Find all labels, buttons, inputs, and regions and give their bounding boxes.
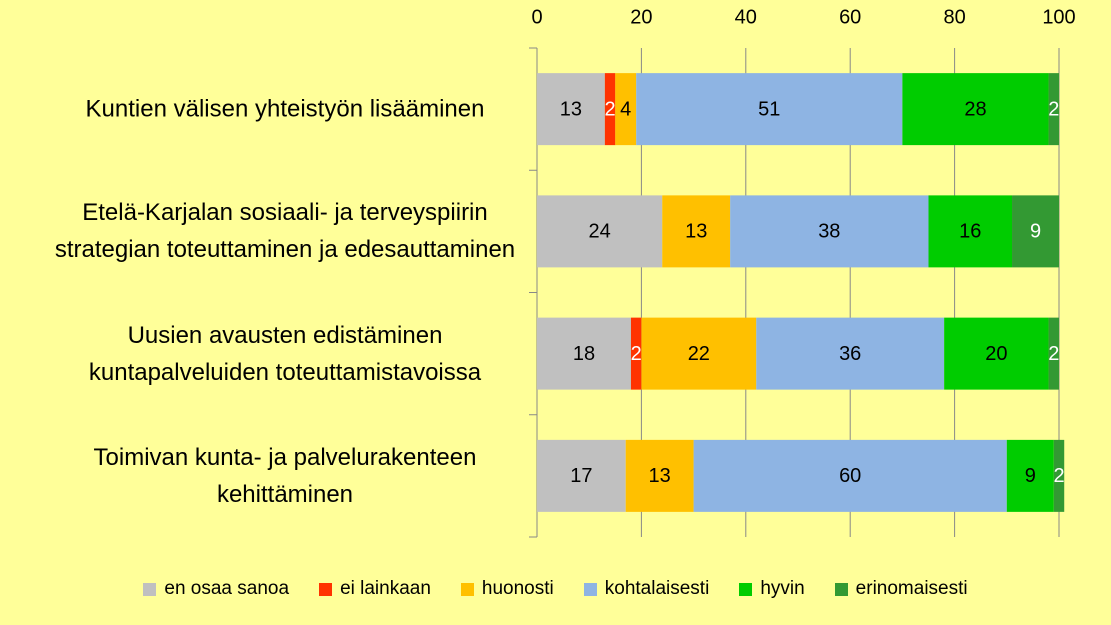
legend-item: erinomaisesti	[834, 578, 968, 600]
data-label: 13	[685, 221, 707, 243]
data-label: 22	[688, 343, 710, 365]
bar-segment	[756, 317, 945, 390]
legend-item: kohtalaisesti	[583, 578, 710, 600]
data-label: 2	[1048, 98, 1059, 120]
data-label: 2	[1053, 465, 1064, 487]
data-label: 2	[605, 98, 616, 120]
x-tick-label: 80	[943, 6, 965, 28]
legend-label: erinomaisesti	[855, 578, 968, 599]
legend-swatch	[583, 582, 597, 596]
legend: en osaa sanoa ei lainkaan huonosti kohtalai…	[0, 578, 1111, 600]
bar-segment	[625, 439, 694, 512]
legend-swatch	[319, 582, 333, 596]
data-label: 2	[631, 343, 642, 365]
data-label: 9	[1030, 221, 1041, 243]
legend-item: huonosti	[460, 578, 554, 600]
legend-swatch	[834, 582, 848, 596]
bar-segment	[537, 195, 663, 268]
data-label: 18	[573, 343, 595, 365]
x-tick-label: 0	[531, 6, 542, 28]
bar-segment	[1048, 73, 1059, 146]
data-label: 13	[649, 465, 671, 487]
data-label: 60	[839, 465, 861, 487]
data-label: 17	[570, 465, 592, 487]
data-label: 51	[758, 98, 780, 120]
legend-label: ei lainkaan	[340, 578, 431, 599]
bar-segment	[693, 439, 1007, 512]
category-label: Toimivan kunta- ja palvelurakenteen kehi…	[93, 443, 477, 508]
data-label: 4	[620, 98, 631, 120]
bar-segment	[928, 195, 1013, 268]
legend-label: kohtalaisesti	[604, 578, 710, 599]
legend-swatch	[460, 582, 474, 596]
bar-segment	[1048, 317, 1059, 390]
data-label: 13	[560, 98, 582, 120]
legend-label: hyvin	[760, 578, 805, 599]
x-tick-label: 20	[630, 6, 652, 28]
bar-segment	[944, 317, 1049, 390]
bar-segment	[537, 73, 605, 146]
x-tick-label: 100	[1042, 6, 1075, 28]
bar-segment	[1012, 195, 1059, 268]
legend-label: huonosti	[481, 578, 554, 599]
data-label: 2	[1048, 343, 1059, 365]
data-label: 36	[839, 343, 861, 365]
data-label: 28	[964, 98, 986, 120]
legend-item: ei lainkaan	[319, 578, 431, 600]
bar-segment	[902, 73, 1049, 146]
bar-segment	[537, 439, 626, 512]
bar-segment	[630, 317, 642, 390]
data-label: 38	[818, 221, 840, 243]
bar-segment	[537, 317, 631, 390]
data-label: 16	[959, 221, 981, 243]
data-label: 24	[589, 221, 611, 243]
x-tick-label: 60	[839, 6, 861, 28]
data-label: 9	[1025, 465, 1036, 487]
legend-item: en osaa sanoa	[143, 578, 289, 600]
category-label: Uusien avausten edistäminen kuntapalvelu…	[88, 321, 482, 386]
data-label: 20	[985, 343, 1007, 365]
bar-segment	[730, 195, 929, 268]
bar-segment	[636, 73, 903, 146]
bar-segment	[604, 73, 616, 146]
x-tick-label: 40	[735, 6, 757, 28]
bar-segment	[1006, 439, 1054, 512]
category-label: Etelä-Karjalan sosiaali- ja terveyspiiri…	[54, 199, 516, 264]
bar-segment	[1053, 439, 1065, 512]
category-label: Kuntien välisen yhteistyön lisääminen	[85, 95, 485, 123]
legend-swatch	[143, 582, 157, 596]
legend-item: hyvin	[739, 578, 805, 600]
bar-segment	[615, 73, 637, 146]
legend-swatch	[739, 582, 753, 596]
bar-segment	[662, 195, 731, 268]
legend-label: en osaa sanoa	[164, 578, 290, 599]
bar-segment	[641, 317, 757, 390]
